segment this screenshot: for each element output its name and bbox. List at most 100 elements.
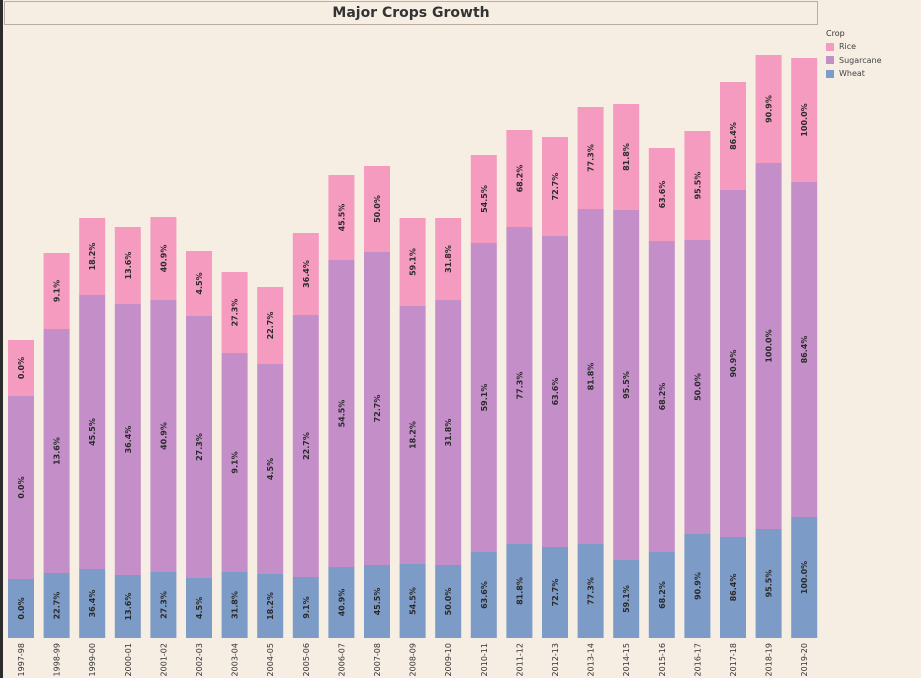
bar-rice-2009-10[interactable] xyxy=(435,218,462,300)
bar-wheat-2011-12[interactable] xyxy=(506,544,533,638)
bar-wheat-2003-04[interactable] xyxy=(221,572,248,638)
bar-rice-2013-14[interactable] xyxy=(577,107,604,209)
bar-sugarcane-2006-07[interactable] xyxy=(328,260,355,567)
bar-sugarcane-2019-20[interactable] xyxy=(791,182,818,517)
bar-sugarcane-2012-13[interactable] xyxy=(542,236,568,547)
bar-sugarcane-2009-10[interactable] xyxy=(435,300,462,565)
legend-label-rice: Rice xyxy=(839,42,857,52)
bar-rice-1999-00[interactable] xyxy=(79,218,106,295)
bar-rice-2011-12[interactable] xyxy=(506,130,533,227)
bar-rice-2012-13[interactable] xyxy=(542,137,568,236)
bar-wheat-2004-05[interactable] xyxy=(257,574,284,638)
bar-sugarcane-2013-14[interactable] xyxy=(577,209,604,544)
x-tick-label-2009-10: 2009-10 xyxy=(444,643,453,676)
bar-sugarcane-2014-15[interactable] xyxy=(613,210,640,560)
bar-wheat-2019-20[interactable] xyxy=(791,517,818,638)
bar-sugarcane-2015-16[interactable] xyxy=(648,241,675,552)
bar-sugarcane-2010-11[interactable] xyxy=(470,243,497,552)
data-label-rice-2003-04: 27.3% xyxy=(231,299,240,327)
bar-wheat-2000-01[interactable] xyxy=(114,575,141,638)
bar-sugarcane-2007-08[interactable] xyxy=(364,252,390,565)
x-tick-label-2008-09: 2008-09 xyxy=(409,643,418,676)
data-label-sugarcane-2008-09: 18.2% xyxy=(409,421,418,449)
bar-rice-2002-03[interactable] xyxy=(186,251,212,316)
bar-rice-2015-16[interactable] xyxy=(648,148,675,241)
data-label-wheat-1997-98: 0.0% xyxy=(17,597,26,619)
bar-sugarcane-2017-18[interactable] xyxy=(720,190,746,537)
bar-wheat-2002-03[interactable] xyxy=(186,578,212,638)
data-label-rice-1997-98: 0.0% xyxy=(17,357,26,379)
bar-rice-2010-11[interactable] xyxy=(470,155,497,243)
legend-item-wheat[interactable]: Wheat xyxy=(826,67,882,81)
bar-sugarcane-2000-01[interactable] xyxy=(114,304,141,575)
bar-rice-1998-99[interactable] xyxy=(43,253,70,329)
data-label-sugarcane-2013-14: 81.8% xyxy=(587,363,596,391)
x-tick-label-2014-15: 2014-15 xyxy=(622,643,631,676)
bar-sugarcane-2018-19[interactable] xyxy=(755,163,782,529)
bar-sugarcane-2003-04[interactable] xyxy=(221,353,248,572)
data-label-rice-2019-20: 100.0% xyxy=(800,103,809,136)
bar-rice-2006-07[interactable] xyxy=(328,175,355,260)
bar-wheat-2018-19[interactable] xyxy=(755,529,782,638)
data-label-wheat-2001-02: 27.3% xyxy=(159,591,168,619)
bar-sugarcane-1998-99[interactable] xyxy=(43,329,70,573)
bar-wheat-2005-06[interactable] xyxy=(292,577,319,638)
bar-sugarcane-1997-98[interactable] xyxy=(8,396,34,579)
data-label-rice-2016-17: 95.5% xyxy=(693,172,702,200)
bar-wheat-2012-13[interactable] xyxy=(542,547,568,638)
bar-rice-2003-04[interactable] xyxy=(221,272,248,353)
bar-sugarcane-2011-12[interactable] xyxy=(506,227,533,544)
bar-rice-2019-20[interactable] xyxy=(791,58,818,182)
bar-wheat-1999-00[interactable] xyxy=(79,569,106,638)
bar-wheat-2010-11[interactable] xyxy=(470,552,497,638)
data-label-sugarcane-2016-17: 50.0% xyxy=(693,373,702,401)
legend-item-sugarcane[interactable]: Sugarcane xyxy=(826,54,882,68)
bar-rice-2016-17[interactable] xyxy=(684,131,711,240)
bar-wheat-2016-17[interactable] xyxy=(684,534,711,638)
bar-sugarcane-2008-09[interactable] xyxy=(399,306,426,564)
bar-rice-2018-19[interactable] xyxy=(755,55,782,163)
bar-rice-2008-09[interactable] xyxy=(399,218,426,306)
data-label-wheat-2000-01: 13.6% xyxy=(124,593,133,621)
x-tick-label-2011-12: 2011-12 xyxy=(515,643,524,676)
data-label-sugarcane-2007-08: 72.7% xyxy=(373,395,382,423)
bar-wheat-2015-16[interactable] xyxy=(648,552,675,638)
bar-wheat-2008-09[interactable] xyxy=(399,564,426,638)
bar-wheat-2017-18[interactable] xyxy=(720,537,746,638)
bar-rice-1997-98[interactable] xyxy=(8,340,34,396)
bar-rice-2005-06[interactable] xyxy=(292,233,319,315)
legend-title: Crop xyxy=(826,29,845,38)
bar-wheat-1998-99[interactable] xyxy=(43,573,70,638)
bar-wheat-2013-14[interactable] xyxy=(577,544,604,638)
bar-wheat-2007-08[interactable] xyxy=(364,565,390,638)
bar-wheat-2006-07[interactable] xyxy=(328,567,355,638)
legend-label-sugarcane: Sugarcane xyxy=(839,55,882,65)
bar-sugarcane-2001-02[interactable] xyxy=(150,300,177,572)
x-tick-label-2000-01: 2000-01 xyxy=(124,643,133,676)
x-tick-label-2012-13: 2012-13 xyxy=(551,643,560,676)
bar-rice-2000-01[interactable] xyxy=(114,227,141,304)
bar-rice-2017-18[interactable] xyxy=(720,82,746,190)
bar-sugarcane-2002-03[interactable] xyxy=(186,316,212,578)
bar-wheat-1997-98[interactable] xyxy=(8,579,34,638)
data-label-wheat-2012-13: 72.7% xyxy=(551,579,560,607)
bar-wheat-2001-02[interactable] xyxy=(150,572,177,638)
bar-rice-2007-08[interactable] xyxy=(364,166,390,252)
bar-rice-2004-05[interactable] xyxy=(257,287,284,364)
bar-rice-2014-15[interactable] xyxy=(613,104,640,210)
bar-wheat-2014-15[interactable] xyxy=(613,560,640,638)
data-label-wheat-2018-19: 95.5% xyxy=(765,570,774,598)
legend-item-rice[interactable]: Rice xyxy=(826,40,882,54)
bar-sugarcane-2005-06[interactable] xyxy=(292,315,319,577)
left-edge-divider xyxy=(0,0,3,678)
data-label-wheat-2013-14: 77.3% xyxy=(587,577,596,605)
bar-sugarcane-2004-05[interactable] xyxy=(257,364,284,574)
bar-sugarcane-1999-00[interactable] xyxy=(79,295,106,569)
bar-wheat-2009-10[interactable] xyxy=(435,565,462,638)
data-label-rice-2012-13: 72.7% xyxy=(551,173,560,201)
data-label-rice-2006-07: 45.5% xyxy=(337,204,346,232)
legend-swatch-wheat xyxy=(826,69,834,78)
data-label-rice-2001-02: 40.9% xyxy=(159,245,168,273)
bar-rice-2001-02[interactable] xyxy=(150,217,177,300)
bar-sugarcane-2016-17[interactable] xyxy=(684,240,711,534)
